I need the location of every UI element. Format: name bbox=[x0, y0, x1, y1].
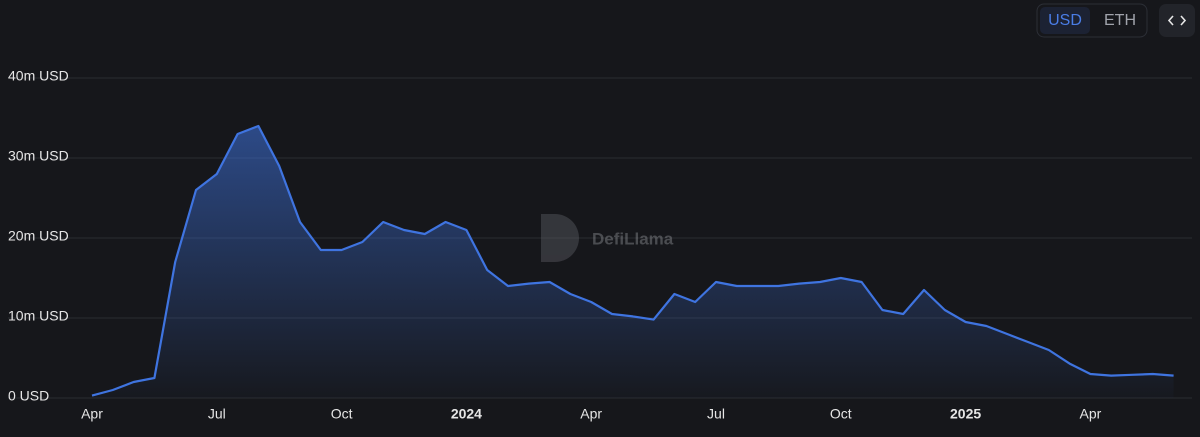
plot: 0 USD 10m USD 20m USD 30m USD 40m USD Apr Jul O… bbox=[8, 68, 1192, 422]
y-tick-label: 30m USD bbox=[8, 148, 69, 164]
x-tick-label: Apr bbox=[81, 406, 103, 422]
y-tick-label: 0 USD bbox=[8, 388, 49, 404]
y-tick-label: 40m USD bbox=[8, 68, 69, 84]
x-tick-label: Oct bbox=[331, 406, 353, 422]
currency-eth[interactable]: ETH bbox=[1104, 12, 1136, 29]
x-tick-label: Oct bbox=[830, 406, 852, 422]
watermark: DefiLlama bbox=[541, 214, 674, 262]
y-tick-label: 20m USD bbox=[8, 228, 69, 244]
currency-toggle bbox=[1036, 3, 1148, 38]
currency-usd[interactable]: USD bbox=[1048, 12, 1082, 29]
x-tick-label: Jul bbox=[208, 406, 226, 422]
x-tick-label: Apr bbox=[1080, 406, 1102, 422]
x-tick-label: 2025 bbox=[950, 406, 981, 422]
y-tick-label: 10m USD bbox=[8, 308, 69, 324]
embed-button[interactable] bbox=[1159, 4, 1195, 37]
watermark-text: DefiLlama bbox=[592, 229, 674, 248]
currency-active bbox=[1040, 7, 1090, 34]
area-fill bbox=[92, 126, 1174, 398]
x-tick-label: 2024 bbox=[451, 406, 482, 422]
x-tick-label: Apr bbox=[580, 406, 602, 422]
x-tick-label: Jul bbox=[707, 406, 725, 422]
area-line bbox=[91, 124, 1174, 397]
